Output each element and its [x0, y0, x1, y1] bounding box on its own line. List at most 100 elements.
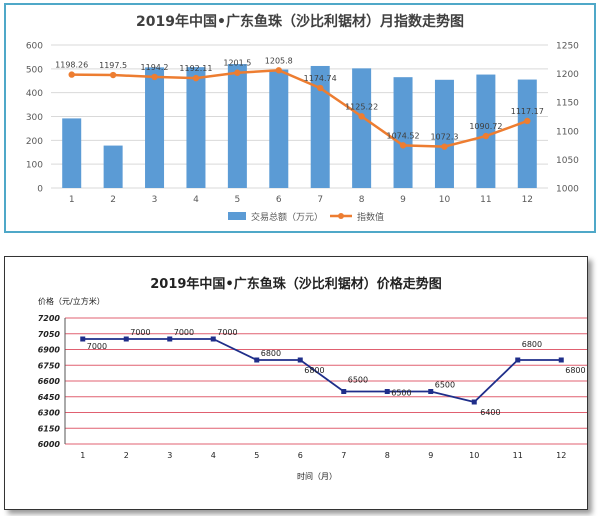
index-data-label: 1198.26 [55, 61, 88, 70]
y-tick-label: 6750 [38, 361, 61, 370]
bar [227, 64, 247, 188]
price-point [428, 389, 434, 394]
price-data-label: 6800 [522, 340, 542, 349]
index-point [192, 74, 200, 82]
legend-bar-label: 交易总额（万元） [251, 211, 323, 223]
index-data-label: 1205.8 [265, 56, 293, 65]
index-line [71, 69, 528, 148]
price-chart-panel: 2019年中国•广东鱼珠（沙比利锯材）价格走势图价格（元/立方米） 6000 6 1 5… [4, 256, 588, 510]
x-tick-label: 3 [167, 451, 172, 460]
y-left-tick-label: 100 [26, 161, 43, 171]
index-data-label: 1117.17 [511, 107, 544, 116]
price-point [123, 336, 129, 342]
y-tick-label: 6300 [38, 409, 61, 418]
index-chart-panel: 2019年中国•广东鱼珠（沙比利锯材）月指数走势图 0 100 200 300 400 50… [4, 3, 596, 233]
chart-title: 2019年中国•广东鱼珠（沙比利锯材）月指数走势图 [136, 13, 464, 30]
index-point [524, 117, 531, 125]
price-data-label: 6800 [304, 366, 324, 375]
price-line [82, 338, 562, 403]
price-point [80, 336, 86, 342]
y-right-tick-label: 1150 [556, 99, 579, 109]
x-tick-label: 1 [69, 195, 75, 205]
y-tick-label: 6000 [38, 440, 61, 449]
x-tick-label: 8 [359, 195, 365, 205]
bar [352, 68, 372, 188]
x-tick-label: 2 [110, 195, 116, 205]
bar [476, 74, 496, 188]
price-data-label: 7000 [130, 328, 150, 337]
y-tick-label: 7200 [38, 314, 61, 323]
x-tick-label: 10 [469, 451, 479, 460]
bar [103, 145, 123, 188]
y-tick-label: 6450 [38, 393, 61, 402]
y-right-tick-label: 1000 [556, 185, 579, 195]
y-left-tick-label: 300 [26, 113, 43, 123]
x-tick-label: 6 [298, 451, 303, 460]
x-tick-label: 2 [124, 451, 129, 460]
y-axis-label: 价格（元/立方米） [38, 296, 105, 306]
price-point [210, 336, 216, 342]
x-tick-label: 11 [513, 451, 523, 460]
index-data-label: 1074.52 [386, 131, 419, 140]
index-point [482, 132, 490, 140]
price-point [384, 389, 390, 394]
y-right-tick-label: 1200 [556, 70, 579, 80]
price-data-label: 6500 [391, 389, 411, 398]
y-right-tick-label: 1250 [556, 42, 579, 52]
price-data-label: 6400 [480, 408, 500, 417]
index-point [109, 71, 117, 79]
price-data-label: 6800 [565, 366, 585, 375]
x-tick-label: 7 [341, 451, 346, 460]
legend-bar-swatch [228, 212, 246, 220]
y-left-tick-label: 500 [26, 65, 43, 75]
x-tick-label: 8 [385, 451, 390, 460]
bar [62, 118, 82, 188]
legend-line-marker [338, 213, 344, 219]
price-point [515, 357, 521, 363]
x-tick-label: 12 [556, 451, 566, 460]
price-data-label: 7000 [217, 328, 237, 337]
price-point [254, 357, 260, 363]
index-point [68, 71, 75, 78]
price-point [297, 357, 303, 363]
y-tick-label: 6600 [38, 377, 61, 386]
price-point [341, 389, 347, 394]
bar [269, 69, 289, 188]
chart-title: 2019年中国•广东鱼珠（沙比利锯材）价格走势图 [150, 276, 442, 292]
index-data-label: 1201.5 [223, 59, 251, 68]
bar [434, 79, 454, 188]
x-tick-label: 11 [480, 195, 491, 205]
index-data-label: 1174.74 [304, 74, 337, 83]
x-tick-label: 10 [439, 195, 451, 205]
x-tick-label: 5 [254, 451, 259, 460]
x-tick-label: 1 [80, 451, 85, 460]
price-point [471, 399, 477, 405]
index-point [358, 113, 365, 120]
price-data-label: 7000 [87, 342, 107, 351]
index-point [275, 67, 282, 74]
bar [393, 77, 413, 188]
y-tick-label: 7050 [38, 330, 61, 339]
y-left-tick-label: 0 [37, 185, 43, 195]
price-data-label: 6500 [435, 381, 455, 390]
x-tick-label: 4 [193, 195, 199, 205]
x-tick-label: 6 [276, 195, 282, 205]
index-data-label: 1125.22 [345, 102, 378, 111]
x-tick-label: 7 [317, 195, 323, 205]
x-tick-label: 4 [211, 451, 216, 460]
y-right-tick-label: 1100 [556, 127, 579, 137]
y-right-tick-label: 1050 [556, 156, 579, 166]
price-point [558, 357, 564, 363]
x-tick-label: 5 [235, 195, 241, 205]
index-point [234, 69, 241, 76]
bar [517, 79, 537, 188]
price-data-label: 6500 [348, 376, 368, 385]
index-data-label: 1072.3 [430, 133, 458, 142]
price-data-label: 6800 [261, 349, 281, 358]
y-left-tick-label: 200 [26, 137, 43, 147]
index-data-label: 1090.72 [469, 122, 502, 131]
x-tick-label: 12 [522, 195, 533, 205]
x-tick-label: 9 [428, 451, 433, 460]
index-data-label: 1194.2 [141, 63, 169, 72]
